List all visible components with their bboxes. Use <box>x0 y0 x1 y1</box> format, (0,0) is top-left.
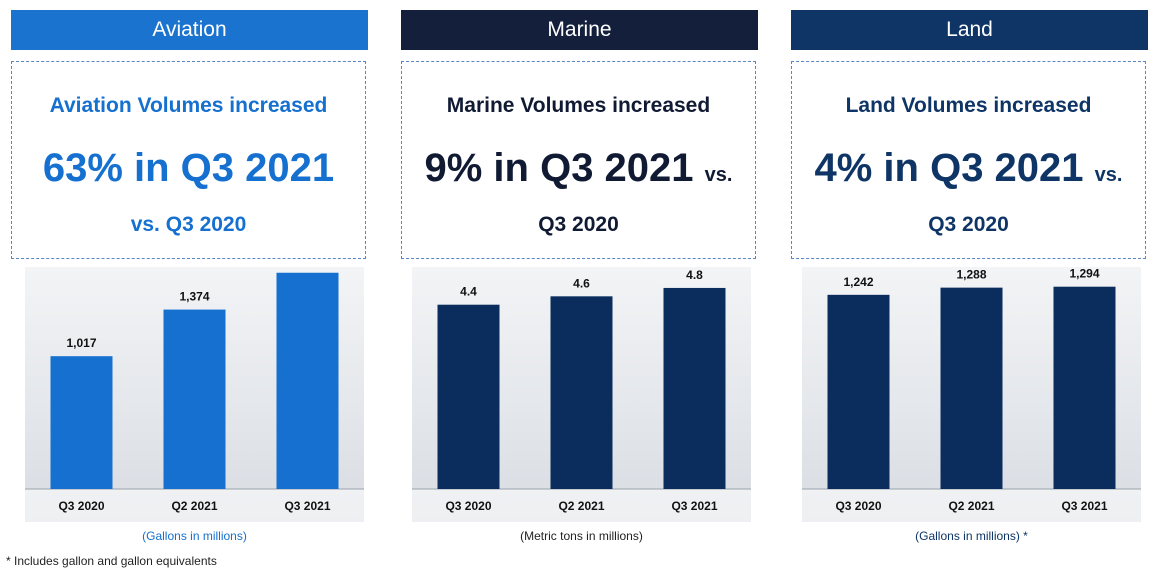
marine-callout-line3: Q3 2020 <box>538 213 619 236</box>
marine-tick-label-2: Q3 2021 <box>671 499 717 513</box>
aviation-callout-line1: Aviation Volumes increased <box>49 94 328 117</box>
land-bar-2 <box>1053 286 1116 489</box>
marine-unit-note: (Metric tons in millions) <box>520 529 643 543</box>
marine-chart: 4.4 Q3 2020 4.6 Q2 2021 4.8 Q3 2021 <box>412 267 751 522</box>
land-callout: Land Volumes increased 4% in Q3 2021 vs.… <box>791 61 1146 259</box>
land-data-label-1: 1,288 <box>956 268 986 282</box>
aviation-data-label-1: 1,374 <box>179 290 209 304</box>
land-callout-headline: 4% in Q3 2021 <box>814 146 1084 190</box>
aviation-callout-headline: 63% in Q3 2021 <box>42 146 335 190</box>
marine-bar-1 <box>550 296 613 489</box>
land-chart-svg: 1,242 Q3 2020 1,288 Q2 2021 1,294 Q3 2021 <box>802 267 1141 522</box>
land-callout-line3: Q3 2020 <box>928 213 1009 236</box>
land-tick-label-1: Q2 2021 <box>948 499 994 513</box>
aviation-callout: Aviation Volumes increased 63% in Q3 202… <box>11 61 366 259</box>
aviation-header: Aviation <box>11 10 368 50</box>
land-tick-label-0: Q3 2020 <box>835 499 881 513</box>
land-chart: 1,242 Q3 2020 1,288 Q2 2021 1,294 Q3 2021 <box>802 267 1141 522</box>
aviation-panel: Aviation Aviation Volumes increased 63% … <box>11 0 368 560</box>
land-panel: Land Land Volumes increased 4% in Q3 202… <box>791 0 1148 560</box>
marine-data-label-1: 4.6 <box>573 276 590 290</box>
marine-callout-line1: Marine Volumes increased <box>446 94 711 117</box>
marine-tick-label-0: Q3 2020 <box>445 499 491 513</box>
aviation-tick-label-2: Q3 2021 <box>284 499 330 513</box>
aviation-data-label-0: 1,017 <box>66 336 96 350</box>
marine-bar-0 <box>437 304 500 489</box>
marine-callout-vs: vs. <box>704 164 733 186</box>
aviation-callout-line3: vs. Q3 2020 <box>130 213 247 236</box>
marine-data-label-0: 4.4 <box>460 285 477 299</box>
land-unit-note: (Gallons in millions) * <box>915 529 1028 543</box>
marine-callout: Marine Volumes increased 9% in Q3 2021 v… <box>401 61 756 259</box>
marine-axis-strip <box>412 489 751 522</box>
marine-header: Marine <box>401 10 758 50</box>
land-bar-1 <box>940 287 1003 489</box>
aviation-bar-2 <box>276 272 339 489</box>
marine-bar-2 <box>663 287 726 489</box>
land-data-label-0: 1,242 <box>843 275 873 289</box>
marine-data-label-2: 4.8 <box>686 268 703 282</box>
land-callout-vs: vs. <box>1094 164 1123 186</box>
land-header: Land <box>791 10 1148 50</box>
land-tick-label-2: Q3 2021 <box>1061 499 1107 513</box>
aviation-axis-strip <box>25 489 364 522</box>
aviation-bar-1 <box>163 309 226 489</box>
marine-panel: Marine Marine Volumes increased 9% in Q3… <box>401 0 758 560</box>
land-callout-line2: 4% in Q3 2021 vs. <box>792 146 1145 191</box>
land-callout-line1: Land Volumes increased <box>845 94 1092 117</box>
footnote: * Includes gallon and gallon equivalents <box>6 554 217 568</box>
marine-tick-label-1: Q2 2021 <box>558 499 604 513</box>
marine-callout-headline: 9% in Q3 2021 <box>424 146 694 190</box>
land-axis-strip <box>802 489 1141 522</box>
marine-chart-svg: 4.4 Q3 2020 4.6 Q2 2021 4.8 Q3 2021 <box>412 268 751 522</box>
aviation-tick-label-1: Q2 2021 <box>171 499 217 513</box>
aviation-callout-line2: 63% in Q3 2021 <box>12 146 365 191</box>
aviation-unit-note: (Gallons in millions) <box>142 529 247 543</box>
land-bar-0 <box>827 294 890 489</box>
aviation-bar-0 <box>50 356 113 489</box>
aviation-tick-label-0: Q3 2020 <box>58 499 104 513</box>
marine-callout-line2: 9% in Q3 2021 vs. <box>402 146 755 191</box>
land-data-label-2: 1,294 <box>1069 267 1099 281</box>
